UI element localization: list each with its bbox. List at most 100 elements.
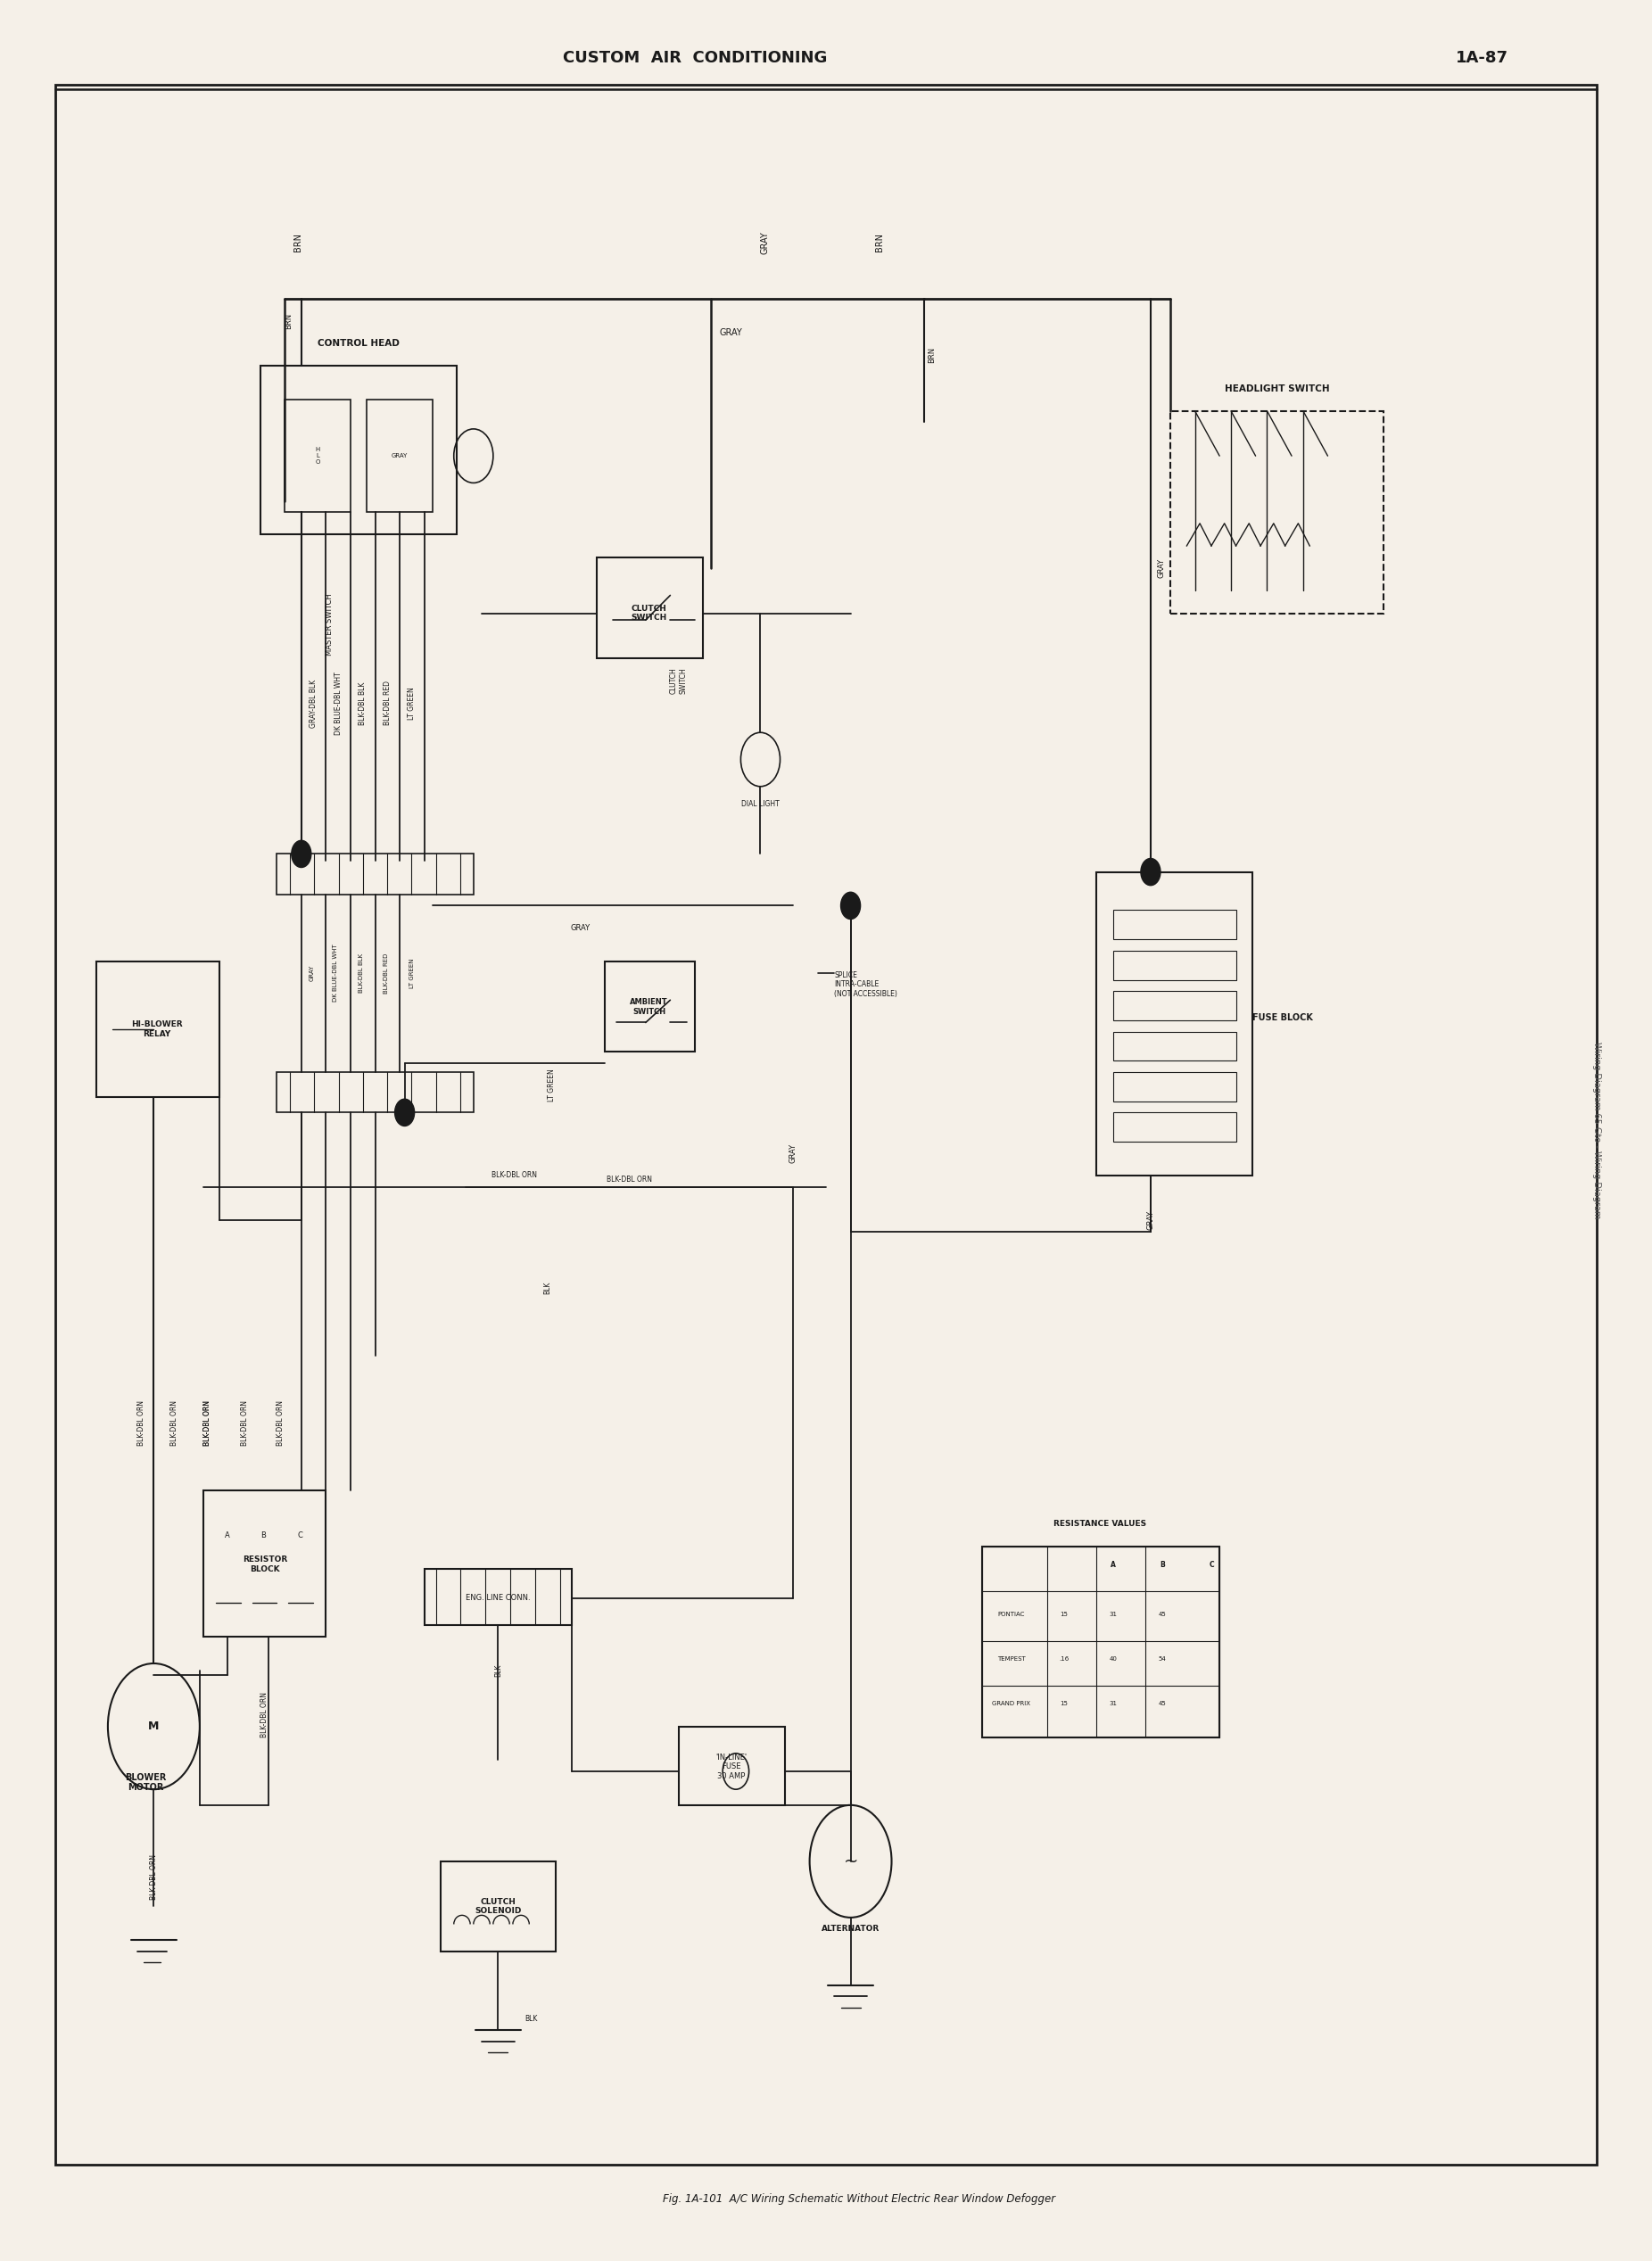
Text: BLK: BLK bbox=[544, 1282, 552, 1293]
Text: BLK-DBL RED: BLK-DBL RED bbox=[383, 681, 392, 726]
Bar bbox=[261, 366, 458, 534]
Text: GRAY: GRAY bbox=[392, 452, 408, 459]
Text: C: C bbox=[1209, 1560, 1214, 1569]
Circle shape bbox=[395, 1099, 415, 1126]
Text: CLUTCH
SWITCH: CLUTCH SWITCH bbox=[631, 604, 667, 622]
Text: LT GREEN: LT GREEN bbox=[410, 959, 415, 988]
Text: DK BLUE-DBL WHT: DK BLUE-DBL WHT bbox=[332, 945, 337, 1002]
Text: A: A bbox=[1110, 1560, 1115, 1569]
Text: 31: 31 bbox=[1108, 1700, 1117, 1707]
Text: GRAY: GRAY bbox=[790, 1144, 798, 1162]
Text: BLK-DBL ORN: BLK-DBL ORN bbox=[203, 1400, 211, 1445]
Text: .16: .16 bbox=[1059, 1657, 1069, 1662]
Bar bbox=[1113, 911, 1236, 938]
Bar bbox=[284, 400, 350, 513]
Text: BLK-DBL ORN: BLK-DBL ORN bbox=[203, 1400, 211, 1445]
Text: BLK-DBL BLK: BLK-DBL BLK bbox=[358, 681, 367, 726]
Text: BLK-DBL ORN: BLK-DBL ORN bbox=[150, 1854, 159, 1899]
Text: GRAY: GRAY bbox=[1156, 558, 1165, 579]
Text: B: B bbox=[261, 1531, 266, 1540]
Text: Wiring Diagram 65 Gto - Wiring Diagram: Wiring Diagram 65 Gto - Wiring Diagram bbox=[1593, 1042, 1601, 1219]
Text: BLK-DBL ORN: BLK-DBL ORN bbox=[241, 1400, 249, 1445]
Text: 15: 15 bbox=[1061, 1700, 1067, 1707]
Bar bbox=[1113, 1072, 1236, 1101]
Bar bbox=[278, 1072, 474, 1112]
Text: 15: 15 bbox=[1061, 1612, 1067, 1617]
Bar bbox=[1113, 990, 1236, 1020]
Text: LT GREEN: LT GREEN bbox=[547, 1069, 555, 1101]
Text: CLUTCH
SOLENOID: CLUTCH SOLENOID bbox=[474, 1897, 522, 1915]
Text: BRN: BRN bbox=[876, 233, 884, 251]
Text: 45: 45 bbox=[1158, 1612, 1166, 1617]
Text: SPLICE
INTRA-CABLE
(NOT ACCESSIBLE): SPLICE INTRA-CABLE (NOT ACCESSIBLE) bbox=[834, 970, 897, 997]
Text: B: B bbox=[1160, 1560, 1165, 1569]
Text: PONTIAC: PONTIAC bbox=[998, 1612, 1024, 1617]
Bar bbox=[441, 1861, 555, 1951]
Text: GRAY: GRAY bbox=[570, 925, 590, 932]
Text: RESISTANCE VALUES: RESISTANCE VALUES bbox=[1054, 1519, 1146, 1528]
Text: HEADLIGHT SWITCH: HEADLIGHT SWITCH bbox=[1224, 384, 1330, 393]
Bar bbox=[367, 400, 433, 513]
Bar bbox=[596, 556, 704, 658]
Bar bbox=[96, 961, 220, 1097]
Text: 40: 40 bbox=[1108, 1657, 1117, 1662]
Text: ~: ~ bbox=[843, 1852, 857, 1870]
Text: GRAY: GRAY bbox=[719, 328, 742, 337]
Bar bbox=[425, 1569, 572, 1626]
Text: Fig. 1A-101  A/C Wiring Schematic Without Electric Rear Window Defogger: Fig. 1A-101 A/C Wiring Schematic Without… bbox=[662, 2193, 1056, 2204]
Bar bbox=[203, 1490, 325, 1637]
Text: 31: 31 bbox=[1108, 1612, 1117, 1617]
Text: DK BLUE-DBL WHT: DK BLUE-DBL WHT bbox=[334, 672, 342, 735]
Text: BLK-DBL ORN: BLK-DBL ORN bbox=[606, 1176, 653, 1185]
Text: ENG. LINE CONN.: ENG. LINE CONN. bbox=[466, 1594, 530, 1603]
Text: BLK-DBL ORN: BLK-DBL ORN bbox=[261, 1693, 268, 1739]
Text: CUSTOM  AIR  CONDITIONING: CUSTOM AIR CONDITIONING bbox=[563, 50, 828, 66]
Text: AMBIENT
SWITCH: AMBIENT SWITCH bbox=[629, 997, 667, 1015]
Text: LT GREEN: LT GREEN bbox=[408, 687, 416, 719]
Text: ALTERNATOR: ALTERNATOR bbox=[821, 1924, 881, 1933]
Text: BLK-DBL ORN: BLK-DBL ORN bbox=[170, 1400, 178, 1445]
Text: BRN: BRN bbox=[286, 312, 292, 330]
Text: BLK-DBL BLK: BLK-DBL BLK bbox=[358, 954, 363, 993]
Text: GRAY: GRAY bbox=[1146, 1210, 1155, 1230]
Circle shape bbox=[1142, 859, 1160, 886]
Text: MASTER SWITCH: MASTER SWITCH bbox=[325, 592, 334, 656]
Text: H
L
O: H L O bbox=[316, 448, 320, 466]
Circle shape bbox=[841, 893, 861, 920]
Text: CONTROL HEAD: CONTROL HEAD bbox=[317, 339, 400, 348]
Text: M: M bbox=[149, 1721, 159, 1732]
Bar bbox=[1113, 1031, 1236, 1060]
Circle shape bbox=[291, 841, 311, 868]
Bar bbox=[1170, 412, 1383, 613]
Text: 'IN-LINE'
FUSE
30 AMP: 'IN-LINE' FUSE 30 AMP bbox=[715, 1755, 747, 1779]
Bar bbox=[1097, 873, 1252, 1176]
Text: CLUTCH
SWITCH: CLUTCH SWITCH bbox=[669, 667, 687, 694]
Text: HI-BLOWER
RELAY: HI-BLOWER RELAY bbox=[132, 1020, 183, 1038]
Text: 1A-87: 1A-87 bbox=[1455, 50, 1508, 66]
Text: C: C bbox=[297, 1531, 302, 1540]
Text: FUSE BLOCK: FUSE BLOCK bbox=[1252, 1013, 1313, 1022]
Text: GRAY: GRAY bbox=[760, 231, 770, 253]
Text: A: A bbox=[225, 1531, 230, 1540]
Text: BLK-DBL ORN: BLK-DBL ORN bbox=[492, 1171, 537, 1180]
Bar bbox=[1113, 1112, 1236, 1142]
Text: 54: 54 bbox=[1158, 1657, 1166, 1662]
Text: BLK: BLK bbox=[494, 1664, 502, 1678]
Bar bbox=[278, 855, 474, 895]
Text: BRN: BRN bbox=[928, 346, 935, 362]
Text: BLK: BLK bbox=[524, 2015, 537, 2024]
Text: TEMPEST: TEMPEST bbox=[998, 1657, 1026, 1662]
Text: 45: 45 bbox=[1158, 1700, 1166, 1707]
Bar bbox=[605, 961, 695, 1051]
Text: BLK-DBL RED: BLK-DBL RED bbox=[383, 952, 388, 993]
Text: GRAND PRIX: GRAND PRIX bbox=[993, 1700, 1031, 1707]
Text: BLK-DBL ORN: BLK-DBL ORN bbox=[137, 1400, 145, 1445]
Text: BLK-DBL ORN: BLK-DBL ORN bbox=[278, 1400, 284, 1445]
Bar bbox=[981, 1547, 1219, 1739]
Bar bbox=[679, 1727, 785, 1804]
Text: DIAL LIGHT: DIAL LIGHT bbox=[742, 800, 780, 809]
Text: BLOWER
MOTOR: BLOWER MOTOR bbox=[126, 1773, 167, 1793]
Text: GRAY-DBL BLK: GRAY-DBL BLK bbox=[309, 678, 317, 728]
Bar bbox=[1113, 950, 1236, 979]
Text: RESISTOR
BLOCK: RESISTOR BLOCK bbox=[243, 1556, 287, 1574]
